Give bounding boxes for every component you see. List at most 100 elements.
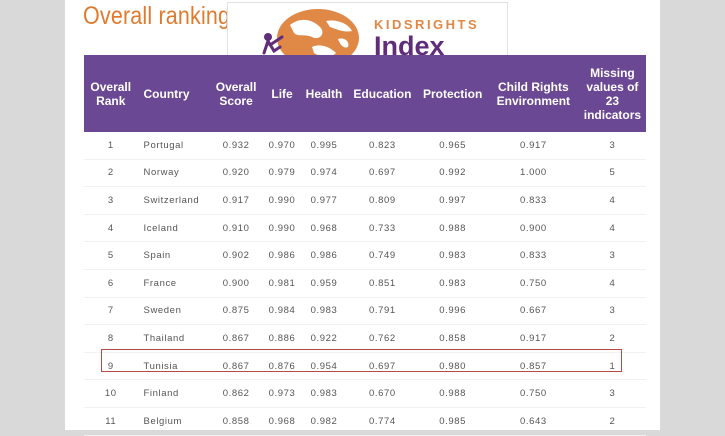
cell-health: 0.983 (310, 305, 338, 317)
cell-child-rights-environment: 0.667 (519, 305, 547, 317)
cell-life: 0.973 (268, 388, 296, 400)
cell-health: 0.977 (310, 194, 338, 206)
cell-life: 0.981 (268, 277, 296, 289)
cell-overall-score: 0.900 (222, 277, 250, 289)
cell-child-rights-environment: 0.900 (519, 222, 547, 234)
cell-overall-score: 0.875 (222, 305, 250, 317)
cell-child-rights-environment: 0.750 (519, 277, 547, 289)
cell-country: Belgium (143, 415, 183, 427)
cell-life: 0.990 (268, 194, 296, 206)
table-row: 5 Spain 0.902 0.986 0.986 0.749 0.983 0.833 3 (84, 242, 646, 270)
cell-rank: 4 (107, 222, 114, 234)
cell-rank: 1 (107, 139, 114, 151)
table-row: 9 Tunisia 0.867 0.876 0.954 0.697 0.980 0.857 1 (84, 352, 646, 380)
cell-country: Portugal (143, 139, 184, 151)
table-header-row: Overall Rank Country Overall Score Life … (84, 55, 646, 132)
header-protection: Protection (417, 55, 488, 132)
cell-health: 0.986 (310, 250, 338, 262)
cell-protection: 0.988 (439, 388, 466, 400)
cell-missing-values: 2 (609, 415, 616, 427)
cell-rank: 7 (107, 305, 114, 317)
cell-overall-score: 0.902 (222, 250, 250, 262)
cell-rank: 6 (107, 277, 114, 289)
table-body: 1 Portugal 0.932 0.970 0.995 0.823 0.965 0.917 3… (84, 132, 646, 436)
header-country: Country (137, 55, 209, 132)
cell-child-rights-environment: 1.000 (519, 167, 547, 179)
cell-health: 0.922 (310, 332, 338, 344)
globe-logo-icon (262, 9, 359, 67)
cell-child-rights-environment: 0.833 (519, 250, 547, 262)
table-row: 10 Finland 0.862 0.973 0.983 0.670 0.988 0.750 3 (84, 380, 646, 408)
cell-missing-values: 2 (609, 332, 616, 344)
cell-missing-values: 4 (609, 194, 616, 206)
cell-rank: 5 (107, 250, 114, 262)
cell-missing-values: 4 (609, 222, 616, 234)
cell-country: Iceland (143, 222, 179, 234)
cell-missing-values: 3 (609, 388, 616, 400)
logo-wordmark-top: KIDSRIGHTS (374, 17, 480, 32)
cell-missing-values: 4 (609, 277, 616, 289)
cell-child-rights-environment: 0.643 (519, 415, 547, 427)
cell-rank: 3 (107, 194, 114, 206)
table-row: 2 Norway 0.920 0.979 0.974 0.697 0.992 1.000 5 (84, 159, 646, 187)
cell-country: Thailand (143, 332, 185, 344)
cell-life: 0.886 (268, 332, 296, 344)
cell-education: 0.774 (369, 415, 396, 427)
cell-overall-score: 0.862 (222, 388, 250, 400)
table-row: 1 Portugal 0.932 0.970 0.995 0.823 0.965 0.917 3 (84, 132, 646, 160)
cell-missing-values: 5 (609, 167, 616, 179)
cell-health: 0.954 (310, 360, 338, 372)
cell-child-rights-environment: 0.917 (519, 139, 547, 151)
cell-country: Tunisia (143, 360, 178, 372)
cell-education: 0.823 (369, 139, 396, 151)
header-missing-values: Missing values of 23 indicators (578, 55, 646, 132)
cell-country: Sweden (143, 305, 182, 317)
cell-rank: 8 (107, 332, 114, 344)
cell-overall-score: 0.867 (222, 360, 250, 372)
cell-health: 0.983 (310, 388, 338, 400)
cell-education: 0.809 (369, 194, 396, 206)
cell-protection: 0.992 (439, 167, 466, 179)
cell-health: 0.995 (310, 139, 338, 151)
cell-protection: 0.858 (439, 332, 466, 344)
table-row: 4 Iceland 0.910 0.990 0.968 0.733 0.988 0.900 4 (84, 214, 646, 242)
cell-education: 0.697 (369, 167, 396, 179)
table-row: 8 Thailand 0.867 0.886 0.922 0.762 0.858 0.917 2 (84, 325, 646, 353)
cell-country: Finland (143, 388, 179, 400)
header-rank: Overall Rank (84, 55, 138, 132)
cell-life: 0.986 (268, 250, 296, 262)
cell-child-rights-environment: 0.750 (519, 388, 547, 400)
header-child-rights-environment: Child Rights Environment (487, 55, 579, 132)
cell-missing-values: 3 (609, 139, 616, 151)
cell-missing-values: 1 (609, 360, 616, 372)
cell-rank: 11 (105, 415, 117, 427)
cell-education: 0.851 (369, 277, 396, 289)
table-row: 6 France 0.900 0.981 0.959 0.851 0.983 0.750 4 (84, 269, 646, 298)
cell-health: 0.959 (310, 277, 338, 289)
cell-health: 0.968 (310, 222, 338, 234)
cell-protection: 0.997 (439, 194, 466, 206)
document-page: Overall ranking KIDSRIGHTS Index Overall… (65, 0, 660, 436)
cell-life: 0.984 (268, 305, 296, 317)
cell-protection: 0.965 (439, 139, 466, 151)
cell-rank: 9 (107, 360, 114, 372)
cell-missing-values: 3 (609, 250, 616, 262)
cell-protection: 0.980 (439, 360, 466, 372)
cell-overall-score: 0.867 (222, 332, 250, 344)
cell-overall-score: 0.917 (222, 194, 250, 206)
cell-rank: 2 (107, 167, 114, 179)
cell-education: 0.749 (369, 250, 396, 262)
cell-overall-score: 0.920 (222, 167, 250, 179)
cell-health: 0.974 (310, 167, 338, 179)
header-health: Health (300, 55, 348, 132)
cell-overall-score: 0.858 (222, 415, 250, 427)
cell-education: 0.733 (369, 222, 396, 234)
cell-life: 0.968 (268, 415, 296, 427)
table-row: 7 Sweden 0.875 0.984 0.983 0.791 0.996 0.667 3 (84, 297, 646, 325)
cell-protection: 0.983 (439, 277, 466, 289)
cell-life: 0.970 (268, 139, 296, 151)
header-education: Education (347, 55, 418, 132)
cell-protection: 0.996 (439, 305, 466, 317)
cell-child-rights-environment: 0.917 (519, 332, 547, 344)
header-life: Life (263, 55, 301, 132)
